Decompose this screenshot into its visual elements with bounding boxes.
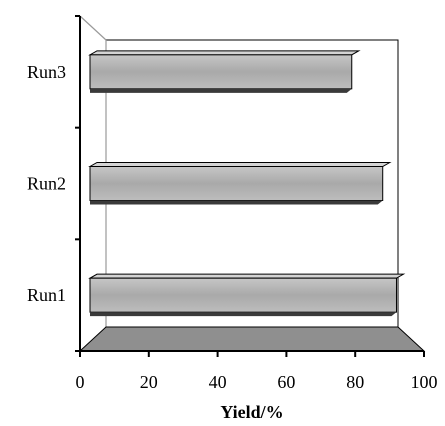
left-wall-top-edge: [79, 15, 107, 41]
x-axis-title: Yield/%: [220, 402, 283, 422]
x-tick-label: 20: [140, 372, 158, 392]
bar-top-face: [88, 50, 361, 56]
category-label: Run2: [27, 174, 66, 194]
bar: [89, 54, 353, 90]
chart-floor: [78, 326, 426, 352]
bar: [89, 277, 397, 313]
x-tick-label: 100: [411, 372, 438, 392]
bar-top-face: [88, 162, 392, 167]
bar-bottom-face: [90, 312, 397, 317]
x-tick-label: 0: [76, 372, 85, 392]
back-wall-outline: [106, 39, 399, 327]
x-tick-label: 60: [277, 372, 295, 392]
x-tick-label: 40: [209, 372, 227, 392]
x-axis-ticks: [79, 351, 425, 357]
category-labels: Run1 Run2 Run3: [27, 62, 66, 305]
bar-top-face: [88, 273, 406, 279]
bar-bottom-face: [90, 200, 383, 205]
bars-group: [88, 50, 406, 317]
bar: [89, 166, 384, 201]
category-label: Run1: [27, 285, 66, 305]
bar-bottom-face: [90, 88, 352, 93]
x-tick-label: 80: [346, 372, 364, 392]
x-axis-tick-labels: 0 20 40 60 80 100: [76, 372, 438, 392]
category-label: Run3: [27, 62, 66, 82]
